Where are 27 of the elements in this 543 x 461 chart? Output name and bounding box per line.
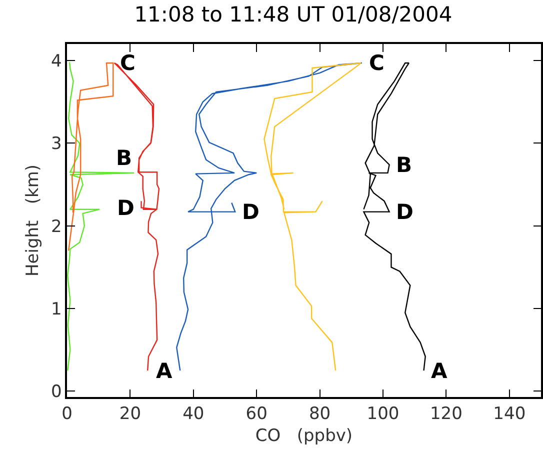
x-tick-label: 20	[119, 404, 142, 424]
annotation: D	[242, 200, 260, 224]
y-tick-label: 2	[51, 216, 62, 237]
annotation: D	[396, 200, 414, 224]
annotation: A	[431, 359, 448, 383]
y-tick-label: 4	[51, 51, 62, 72]
x-axis-title: CO (ppbv)	[255, 426, 353, 446]
x-tick-label: 40	[182, 404, 204, 424]
chart-title: 11:08 to 11:48 UT 01/08/2004	[134, 2, 452, 27]
annotation: A	[156, 359, 173, 383]
annotation: C	[369, 51, 384, 75]
line-series	[176, 62, 362, 372]
y-axis-title: Height (km)	[23, 164, 44, 277]
x-tick-label: 140	[493, 404, 526, 424]
x-tick-label: 120	[430, 404, 462, 424]
x-tick-label: 60	[246, 404, 268, 424]
y-tick-label: 0	[51, 382, 62, 402]
line-series	[264, 62, 362, 372]
y-tick-label: 1	[51, 299, 62, 320]
line-series	[68, 62, 114, 252]
x-tick-label: 100	[366, 404, 400, 424]
annotation: C	[120, 51, 136, 75]
annotation: D	[117, 196, 134, 220]
annotation: B	[396, 153, 412, 177]
x-tick-label: 80	[308, 404, 331, 424]
y-tick-label: 3	[51, 134, 62, 154]
annotation: B	[116, 146, 132, 170]
